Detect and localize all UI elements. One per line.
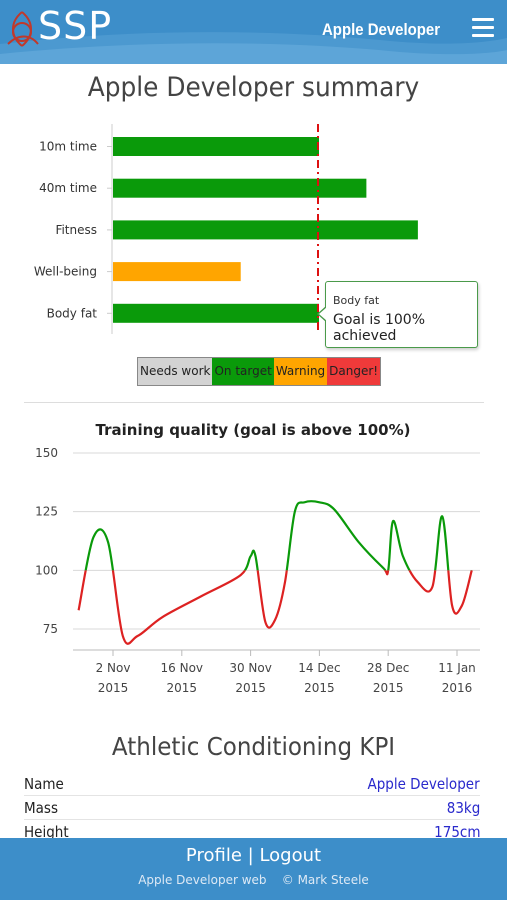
bar-40m-time[interactable] bbox=[113, 178, 367, 198]
footer-links: Profile | Logout bbox=[0, 845, 507, 866]
kpi-row-mass: Mass 83kg bbox=[24, 796, 480, 820]
hamburger-menu-icon[interactable] bbox=[472, 18, 494, 38]
series-line-below-goal[interactable] bbox=[77, 501, 473, 645]
x-tick-label: 16 Nov bbox=[161, 661, 204, 675]
bar-10m-time[interactable] bbox=[113, 137, 319, 156]
app-footer: Profile | Logout Apple Developer web © M… bbox=[0, 838, 507, 900]
training-quality-chart: Training quality (goal is above 100%) 15… bbox=[35, 421, 480, 695]
y-tick-label: 100 bbox=[35, 563, 58, 577]
x-tick-label: 30 Nov bbox=[229, 661, 272, 675]
kpi-table: Name Apple Developer Mass 83kg Height 17… bbox=[24, 772, 480, 844]
kpi-value-link[interactable]: 83kg bbox=[446, 799, 480, 817]
bar-body-fat[interactable] bbox=[113, 303, 319, 323]
legend-item-needs-work: Needs work bbox=[138, 358, 213, 385]
x-tick-year-label: 2015 bbox=[235, 681, 266, 695]
kpi-key: Mass bbox=[24, 799, 58, 817]
legend-item-on-target: On target bbox=[212, 358, 274, 385]
kpi-value-link[interactable]: Apple Developer bbox=[367, 775, 480, 793]
y-tick-label: 75 bbox=[43, 622, 58, 636]
summary-bar-chart: 10m time 40m time Fitness Well-being Body fa… bbox=[34, 124, 418, 334]
brand-logo-text[interactable]: SSP bbox=[38, 4, 113, 48]
x-tick-year-label: 2016 bbox=[442, 681, 473, 695]
header-wave-decoration bbox=[0, 32, 507, 64]
bar-category-label: Body fat bbox=[47, 306, 98, 320]
legend-item-danger: Danger! bbox=[327, 358, 381, 385]
series-line-above-goal[interactable] bbox=[79, 500, 472, 643]
summary-title: Apple Developer summary bbox=[87, 72, 420, 103]
kpi-title: Athletic Conditioning KPI bbox=[111, 732, 396, 761]
x-tick-year-label: 2015 bbox=[167, 681, 198, 695]
section-divider bbox=[24, 402, 484, 403]
bar-category-label: 10m time bbox=[39, 140, 97, 154]
bar-fitness[interactable] bbox=[113, 220, 418, 240]
x-tick-label: 14 Dec bbox=[298, 661, 340, 675]
status-legend: Needs work On target Warning Danger! bbox=[137, 357, 382, 386]
app-header: SSP Apple Developer bbox=[0, 0, 507, 64]
x-tick-year-label: 2015 bbox=[373, 681, 404, 695]
x-tick-label: 11 Jan bbox=[438, 661, 476, 675]
footer-credit: Apple Developer web © Mark Steele bbox=[138, 873, 369, 887]
footer-separator: | bbox=[247, 845, 254, 866]
y-tick-label: 150 bbox=[35, 446, 58, 460]
bar-category-label: 40m time bbox=[39, 181, 97, 195]
logout-link[interactable]: Logout bbox=[259, 845, 322, 866]
triquetra-knot-icon bbox=[7, 11, 39, 47]
tooltip-title: Body fat bbox=[333, 294, 380, 307]
y-tick-label: 125 bbox=[35, 505, 58, 519]
bar-tooltip: Body fat Goal is 100% achieved bbox=[325, 281, 478, 348]
bar-well-being[interactable] bbox=[113, 262, 241, 282]
profile-link[interactable]: Profile bbox=[185, 845, 242, 866]
kpi-value-link[interactable]: 175cm bbox=[433, 823, 480, 841]
x-tick-label: 2 Nov bbox=[96, 661, 131, 675]
tooltip-body: Goal is 100% achieved bbox=[333, 312, 425, 344]
legend-item-warning: Warning bbox=[273, 358, 328, 385]
x-tick-label: 28 Dec bbox=[367, 661, 409, 675]
x-tick-year-label: 2015 bbox=[98, 681, 129, 695]
header-user-name[interactable]: Apple Developer bbox=[322, 20, 441, 39]
kpi-row-name: Name Apple Developer bbox=[24, 772, 480, 796]
line-chart-title: Training quality (goal is above 100%) bbox=[96, 421, 411, 439]
bar-category-label: Well-being bbox=[34, 265, 97, 279]
kpi-key: Name bbox=[24, 775, 64, 793]
x-tick-year-label: 2015 bbox=[304, 681, 335, 695]
bar-category-label: Fitness bbox=[55, 223, 97, 237]
kpi-key: Height bbox=[24, 823, 69, 841]
tooltip-arrow-inner bbox=[319, 307, 327, 321]
